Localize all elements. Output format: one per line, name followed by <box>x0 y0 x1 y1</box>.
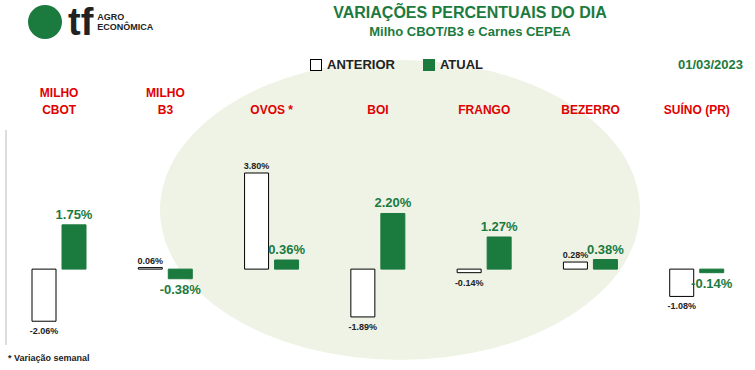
html-text:ECONÔMICA: ECONÔMICA <box>97 22 154 32</box>
svg-text:1.75%: 1.75% <box>56 207 93 222</box>
html-text:ANTERIOR: ANTERIOR <box>327 57 395 72</box>
svg-text:MILHO: MILHO <box>146 86 185 100</box>
svg-text:2.20%: 2.20% <box>374 195 411 210</box>
svg-text:SUÍNO (PR): SUÍNO (PR) <box>664 102 730 117</box>
svg-text:0.38%: 0.38% <box>587 242 624 257</box>
svg-text:-1.89%: -1.89% <box>349 322 378 332</box>
svg-text:MILHO: MILHO <box>40 86 79 100</box>
html-text:Milho CBOT/B3 e Carnes CEPEA: Milho CBOT/B3 e Carnes CEPEA <box>369 24 571 39</box>
svg-text:FRANGO: FRANGO <box>458 103 510 117</box>
svg-text:BOI: BOI <box>367 103 388 117</box>
svg-text:-0.14%: -0.14% <box>691 276 733 291</box>
svg-text:-0.38%: -0.38% <box>160 282 202 297</box>
html-text:AGRO: AGRO <box>97 12 125 22</box>
svg-text:-0.14%: -0.14% <box>455 278 484 288</box>
svg-text:-2.06%: -2.06% <box>30 326 59 336</box>
html-text:VARIAÇÕES PERCENTUAIS DO DIA: VARIAÇÕES PERCENTUAIS DO DIA <box>333 4 607 21</box>
svg-text:3.80%: 3.80% <box>244 161 270 171</box>
html-text:ATUAL: ATUAL <box>439 57 483 72</box>
svg-text:0.06%: 0.06% <box>138 256 164 266</box>
svg-text:-1.08%: -1.08% <box>667 301 696 311</box>
svg-text:0.28%: 0.28% <box>563 250 589 260</box>
svg-text:BEZERRO: BEZERRO <box>561 103 620 117</box>
svg-text:1.27%: 1.27% <box>481 219 518 234</box>
svg-text:OVOS *: OVOS * <box>250 103 293 117</box>
svg-text:B3: B3 <box>158 103 174 117</box>
html-text:01/03/2023: 01/03/2023 <box>677 57 743 72</box>
html-text:tf: tf <box>68 1 94 43</box>
svg-text:CBOT: CBOT <box>42 103 77 117</box>
html-text:* Variação semanal: * Variação semanal <box>8 353 90 363</box>
svg-text:0.36%: 0.36% <box>268 242 305 257</box>
